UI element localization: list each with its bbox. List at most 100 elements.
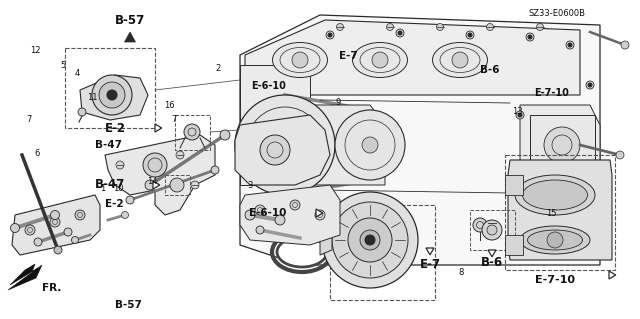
Circle shape [176, 151, 184, 159]
Circle shape [588, 83, 592, 87]
Circle shape [328, 33, 332, 37]
Circle shape [25, 225, 35, 235]
Circle shape [10, 224, 19, 233]
Polygon shape [8, 265, 42, 290]
Circle shape [586, 81, 594, 89]
Bar [165, 175, 190, 195]
Circle shape [566, 41, 574, 49]
Circle shape [568, 43, 572, 47]
Bar [175, 115, 210, 150]
Text: B-6: B-6 [480, 65, 499, 75]
Circle shape [326, 31, 334, 39]
Circle shape [245, 210, 255, 220]
Circle shape [191, 181, 199, 189]
Circle shape [544, 127, 580, 163]
Text: 9: 9 [335, 98, 340, 107]
Text: 1: 1 [100, 184, 105, 193]
Circle shape [211, 166, 219, 174]
Circle shape [64, 228, 72, 236]
Circle shape [51, 211, 60, 219]
Circle shape [468, 33, 472, 37]
Polygon shape [508, 160, 612, 260]
Ellipse shape [520, 226, 590, 254]
Text: 4: 4 [74, 69, 79, 78]
Text: 8: 8 [458, 268, 463, 277]
Text: B-47: B-47 [95, 179, 125, 191]
Bar [505, 235, 523, 255]
Circle shape [621, 41, 629, 49]
Circle shape [107, 90, 117, 100]
Ellipse shape [527, 230, 582, 250]
Circle shape [387, 24, 394, 31]
Ellipse shape [515, 175, 595, 215]
Ellipse shape [277, 237, 327, 267]
Circle shape [54, 246, 62, 254]
Circle shape [518, 113, 522, 117]
Text: E-6-10: E-6-10 [252, 81, 286, 91]
Text: 7: 7 [26, 115, 31, 124]
Text: B-6: B-6 [481, 256, 503, 270]
Circle shape [536, 24, 543, 31]
Circle shape [466, 31, 474, 39]
Text: 3: 3 [247, 181, 252, 189]
Text: E-7: E-7 [339, 51, 358, 61]
Circle shape [360, 230, 380, 250]
Bar [330, 205, 435, 300]
Polygon shape [488, 250, 496, 257]
Circle shape [482, 220, 502, 240]
Polygon shape [320, 225, 332, 255]
Circle shape [260, 135, 290, 165]
Circle shape [526, 33, 534, 41]
Circle shape [184, 124, 200, 140]
Polygon shape [10, 264, 38, 285]
Circle shape [365, 235, 375, 245]
Circle shape [436, 24, 444, 31]
Polygon shape [245, 20, 580, 95]
Text: B-57: B-57 [115, 13, 145, 26]
Text: 10: 10 [113, 184, 124, 193]
Text: 11: 11 [88, 93, 98, 102]
Polygon shape [105, 135, 215, 215]
Circle shape [396, 29, 404, 37]
Circle shape [292, 52, 308, 68]
Polygon shape [609, 271, 616, 279]
Circle shape [34, 238, 42, 246]
Text: E-6-10: E-6-10 [250, 208, 287, 218]
Text: B-47: B-47 [95, 140, 122, 150]
Polygon shape [235, 115, 330, 185]
Circle shape [220, 130, 230, 140]
Text: B-57: B-57 [115, 300, 141, 310]
Circle shape [516, 111, 524, 119]
Circle shape [372, 52, 388, 68]
Text: 6: 6 [35, 149, 40, 158]
Circle shape [616, 151, 624, 159]
Circle shape [528, 35, 532, 39]
Circle shape [170, 178, 184, 192]
Circle shape [126, 196, 134, 204]
Polygon shape [12, 195, 100, 255]
Circle shape [315, 210, 325, 220]
Polygon shape [426, 248, 434, 255]
Circle shape [92, 75, 132, 115]
Polygon shape [240, 65, 310, 185]
Text: SZ33-E0600B: SZ33-E0600B [528, 9, 586, 18]
Text: 7: 7 [172, 115, 177, 124]
Ellipse shape [433, 42, 488, 78]
Circle shape [362, 137, 378, 153]
Circle shape [72, 236, 79, 243]
Circle shape [337, 24, 344, 31]
Circle shape [255, 205, 265, 215]
Text: 16: 16 [164, 101, 175, 110]
Text: 2: 2 [215, 64, 220, 73]
Text: E-2: E-2 [104, 122, 125, 135]
Circle shape [398, 31, 402, 35]
Circle shape [99, 82, 125, 108]
Circle shape [332, 202, 408, 278]
Polygon shape [316, 209, 323, 217]
Text: E-7-10: E-7-10 [534, 87, 569, 98]
Polygon shape [240, 15, 600, 265]
Circle shape [348, 218, 392, 262]
Text: FR.: FR. [42, 283, 61, 293]
Bar [505, 175, 523, 195]
Polygon shape [80, 75, 148, 120]
